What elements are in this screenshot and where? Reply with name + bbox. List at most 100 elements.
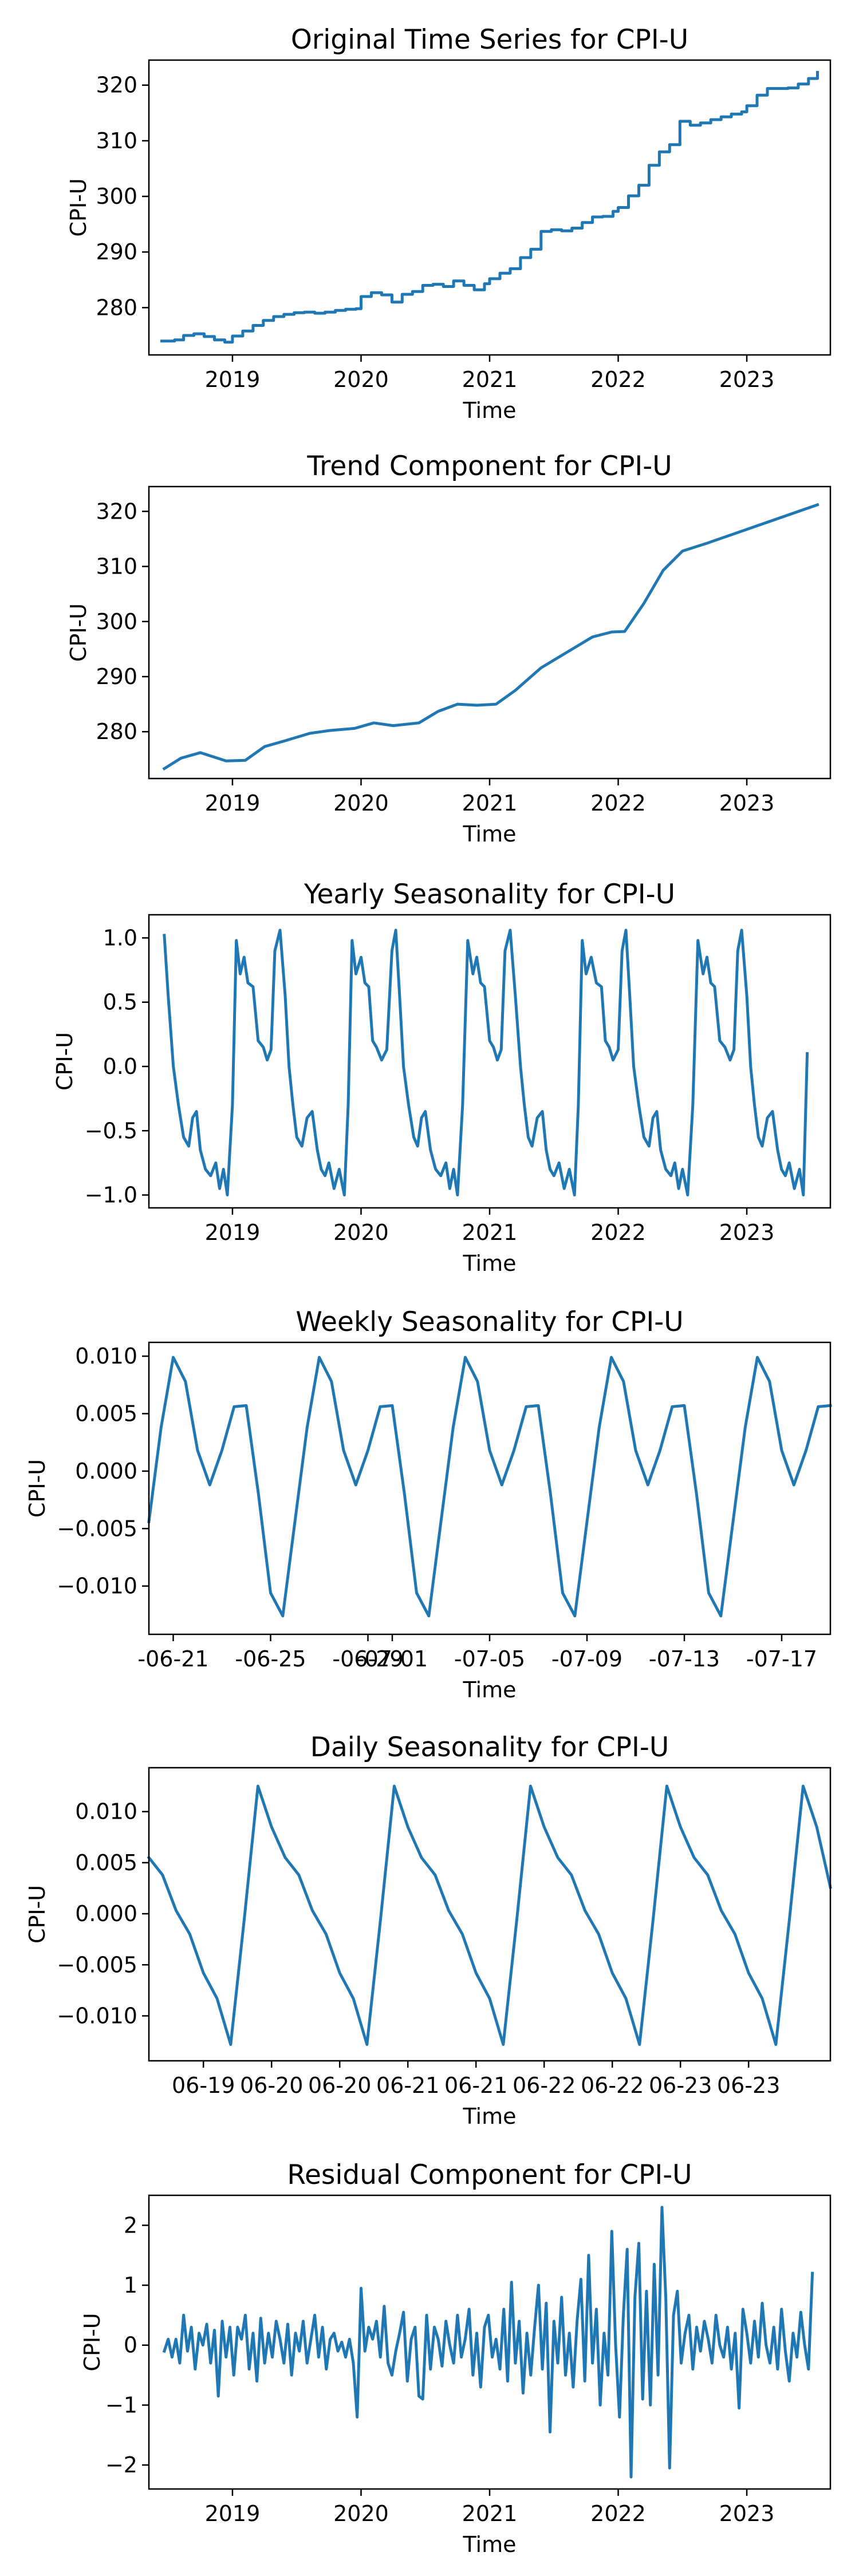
x-axis-label: Time xyxy=(463,2532,517,2557)
x-tick-label: 2022 xyxy=(590,2501,646,2526)
y-tick-label: 320 xyxy=(96,499,137,524)
x-tick-label: 06-23 xyxy=(649,2073,712,2098)
y-tick-label: 2 xyxy=(124,2212,137,2238)
x-tick-label: -06-29 xyxy=(332,1646,403,1672)
x-tick-label: 2023 xyxy=(719,2501,775,2526)
y-axis-label: CPI-U xyxy=(66,603,91,662)
x-tick-label: -06-21 xyxy=(137,1646,208,1672)
plot-frame xyxy=(148,914,832,1209)
y-tick-label: 0.010 xyxy=(75,1344,137,1369)
y-axis-label: CPI-U xyxy=(66,178,91,236)
x-tick-label: -06-25 xyxy=(235,1646,306,1672)
chart-title: Trend Component for CPI-U xyxy=(306,451,672,482)
x-tick-label: 2019 xyxy=(205,791,261,816)
chart-panel-4: Weekly Seasonality for CPI-U −0.010 −0.005… xyxy=(25,1306,832,1702)
y-tick-label: 280 xyxy=(96,719,137,744)
series-line xyxy=(160,70,819,344)
y-tick-label: 0.005 xyxy=(75,1401,137,1426)
x-tick-label: 2023 xyxy=(719,791,775,816)
y-tick-label: 0.005 xyxy=(75,1850,137,1875)
plot-frame xyxy=(148,1341,832,1635)
chart-panel-5: Daily Seasonality for CPI-U −0.010 −0.005 0… xyxy=(25,1732,832,2129)
y-tick-label: −0.010 xyxy=(57,2004,137,2029)
y-axis-label: CPI-U xyxy=(52,1032,77,1091)
x-tick-label: 2021 xyxy=(462,791,518,816)
plot-frame xyxy=(148,59,832,356)
y-tick-label: 1.0 xyxy=(103,925,137,950)
x-tick-label: 2020 xyxy=(333,367,389,392)
series-line xyxy=(163,929,809,1196)
x-tick-label: 2019 xyxy=(205,367,261,392)
x-tick-label: 2019 xyxy=(205,2501,261,2526)
x-axis-label: Time xyxy=(463,821,517,847)
x-tick-label: 2023 xyxy=(719,1220,775,1245)
chart-title: Daily Seasonality for CPI-U xyxy=(310,1732,669,1763)
y-tick-label: 290 xyxy=(96,239,137,264)
x-tick-label: 2022 xyxy=(590,791,646,816)
chart-panel-6: Residual Component for CPI-U −2 −1 0 1 2 2019 2… xyxy=(80,2159,832,2557)
x-tick-label: 2020 xyxy=(333,1220,389,1245)
x-tick-label: 2019 xyxy=(205,1220,261,1245)
y-tick-label: 320 xyxy=(96,73,137,98)
x-axis-label: Time xyxy=(463,1251,517,1276)
x-tick-label: 06-20 xyxy=(240,2073,303,2098)
y-tick-label: 1 xyxy=(124,2273,137,2298)
x-tick-label: 2022 xyxy=(590,1220,646,1245)
x-tick-label: 2020 xyxy=(333,2501,389,2526)
y-tick-label: 300 xyxy=(96,184,137,209)
y-tick-label: −2 xyxy=(105,2452,137,2478)
y-tick-label: −0.010 xyxy=(57,1574,137,1599)
series-line xyxy=(162,503,819,771)
y-tick-label: 0.5 xyxy=(103,990,137,1015)
y-tick-label: 0 xyxy=(124,2333,137,2358)
chart-title: Original Time Series for CPI-U xyxy=(291,24,688,56)
y-tick-label: 0.0 xyxy=(103,1054,137,1079)
y-tick-label: 300 xyxy=(96,609,137,634)
x-tick-label: 2021 xyxy=(462,367,518,392)
x-tick-label: 2021 xyxy=(462,2501,518,2526)
x-tick-label: 06-20 xyxy=(308,2073,371,2098)
x-tick-label: 2023 xyxy=(719,367,775,392)
y-tick-label: 0.000 xyxy=(75,1459,137,1484)
chart-panel-3: Yearly Seasonality for CPI-U −1.0 −0.5 0.0 0… xyxy=(52,879,832,1276)
series-line xyxy=(162,2206,814,2479)
x-axis-label: Time xyxy=(463,2104,517,2129)
plot-frame xyxy=(148,485,832,780)
y-tick-label: 310 xyxy=(96,554,137,579)
x-tick-label: 2021 xyxy=(462,1220,518,1245)
x-tick-label: -07-09 xyxy=(551,1646,622,1672)
y-tick-label: −0.005 xyxy=(57,1952,137,1977)
chart-panel-1: Original Time Series for CPI-U 280 290 300 3… xyxy=(66,24,832,423)
y-tick-label: −0.005 xyxy=(57,1516,137,1541)
chart-title: Yearly Seasonality for CPI-U xyxy=(304,879,675,910)
x-tick-label: -07-05 xyxy=(454,1646,525,1672)
x-tick-label: -07-01 xyxy=(357,1646,428,1672)
y-tick-label: 0.010 xyxy=(75,1799,137,1824)
y-tick-label: −1.0 xyxy=(85,1183,137,1208)
series-line xyxy=(147,1356,832,1618)
x-tick-label: 06-22 xyxy=(513,2073,576,2098)
y-axis-label: CPI-U xyxy=(25,1885,50,1943)
y-tick-label: −1 xyxy=(105,2392,137,2417)
y-tick-label: 0.000 xyxy=(75,1901,137,1926)
x-axis-label: Time xyxy=(463,1677,517,1702)
y-tick-label: 280 xyxy=(96,295,137,320)
series-line xyxy=(147,1784,832,2046)
x-tick-label: 06-21 xyxy=(376,2073,439,2098)
y-axis-label: CPI-U xyxy=(80,2313,105,2371)
chart-title: Weekly Seasonality for CPI-U xyxy=(295,1306,683,1338)
chart-panel-2: Trend Component for CPI-U 280 290 300 310 320… xyxy=(66,451,832,847)
x-tick-label: -07-17 xyxy=(746,1646,817,1672)
y-tick-label: −0.5 xyxy=(85,1118,137,1143)
y-axis-label: CPI-U xyxy=(25,1459,50,1518)
y-tick-label: 290 xyxy=(96,664,137,689)
x-tick-label: 06-23 xyxy=(717,2073,780,2098)
chart-title: Residual Component for CPI-U xyxy=(287,2159,692,2191)
x-tick-label: 06-19 xyxy=(172,2073,235,2098)
y-tick-label: 310 xyxy=(96,128,137,153)
x-tick-label: 06-21 xyxy=(444,2073,507,2098)
plot-frame xyxy=(148,1767,832,2062)
x-tick-label: 2020 xyxy=(333,791,389,816)
x-tick-label: 2022 xyxy=(590,367,646,392)
